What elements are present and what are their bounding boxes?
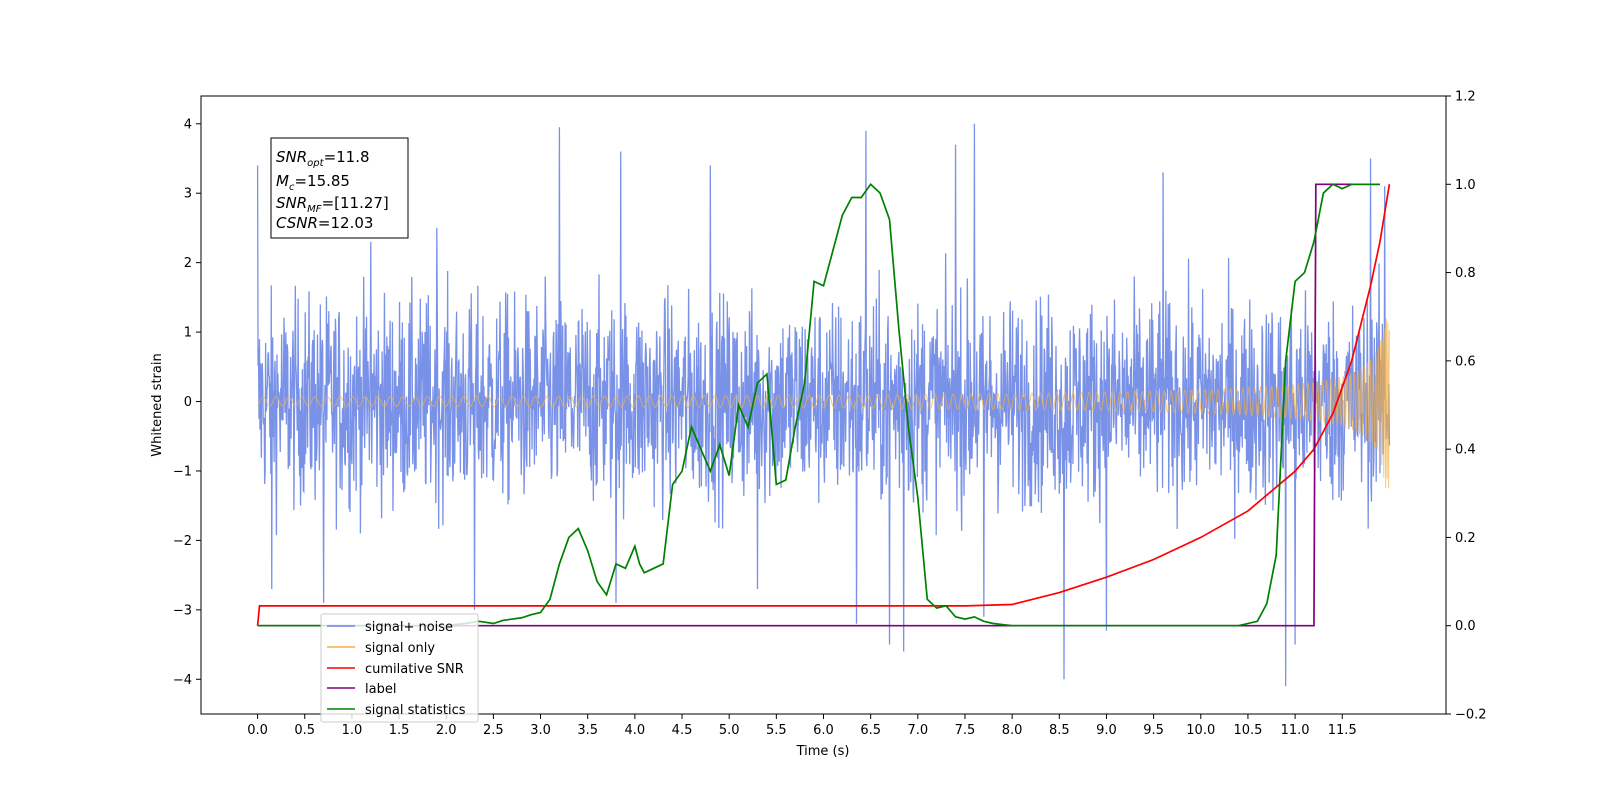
annotation-box: SNRopt=11.8 Mc=15.85 SNRMF=[11.27] CSNR=… [270,137,409,239]
x-tick-label: 8.0 [1002,723,1023,738]
x-tick-label: 6.0 [813,723,834,738]
series-label-line [257,183,1380,627]
y2-tick-label: 0.8 [1455,266,1476,281]
x-tick-label: 11.5 [1328,723,1357,738]
series-signal-noise-line [256,123,1391,687]
y2-tick-label: 1.0 [1455,178,1476,193]
y-tick-label: 1 [184,326,192,341]
right-y-axis: 1.2 1.0 0.8 0.6 0.4 0.2 0.0 −0.2 [1446,90,1487,723]
x-axis: 0.0 0.5 1.0 1.5 2.0 2.5 3.0 3.5 4.0 4.5 5.0 5.5 6.0 6… [247,714,1357,738]
y-tick-label: −4 [173,673,192,688]
x-tick-label: 0.0 [247,723,268,738]
left-y-axis: 4 3 2 1 0 −1 −2 −3 −4 [173,117,201,688]
legend-entry-cumulative-snr: cumilative SNR [327,662,464,677]
y2-tick-label: 0.6 [1455,354,1476,369]
series-cumulative-snr-line [256,184,1391,626]
x-tick-label: 10.0 [1186,723,1215,738]
legend-entry-signal-noise: signal+ noise [327,620,453,635]
x-tick-label: 9.5 [1143,723,1164,738]
annotation-mc: Mc=15.85 [276,172,350,193]
annotation-csnr: CSNR=12.03 [276,214,373,232]
series-signal-statistics-line [257,183,1380,627]
x-tick-label: 1.0 [342,723,363,738]
x-tick-label: 5.0 [719,723,740,738]
x-tick-label: 5.5 [766,723,787,738]
x-tick-label: 11.0 [1281,723,1310,738]
y-tick-label: 3 [184,187,192,202]
x-tick-label: 1.5 [389,723,410,738]
x-tick-label: 2.5 [483,723,504,738]
annotation-snr-mf: SNRMF=[11.27] [276,194,389,215]
y-tick-label: 2 [184,256,192,271]
y2-tick-label: 0.0 [1455,619,1476,634]
x-tick-label: 3.5 [577,723,598,738]
x-tick-label: 9.0 [1096,723,1117,738]
legend-label: cumilative SNR [365,662,464,677]
legend-entry-signal-only: signal only [327,641,435,656]
series-layer [256,123,1391,687]
y2-tick-label: 1.2 [1455,90,1476,105]
y-tick-label: −2 [173,534,192,549]
x-tick-label: 8.5 [1049,723,1070,738]
x-tick-label: 7.0 [907,723,928,738]
legend-label: label [365,682,396,697]
x-tick-label: 6.5 [860,723,881,738]
y2-tick-label: −0.2 [1455,708,1487,723]
x-tick-label: 4.5 [672,723,693,738]
legend-entry-label: label [327,682,396,697]
y2-tick-label: 0.4 [1455,443,1476,458]
legend-label: signal statistics [365,703,466,718]
annotation-snr-opt: SNRopt=11.8 [276,148,370,169]
x-axis-label: Time (s) [796,744,850,759]
series-signal-only-line [257,318,1390,489]
legend: signal+ noise signal only cumilative SNR… [320,613,479,723]
y-tick-label: −1 [173,464,192,479]
legend-entry-signal-statistics: signal statistics [327,703,466,718]
legend-label: signal+ noise [365,620,453,635]
y-tick-label: 4 [184,117,192,132]
x-tick-label: 4.0 [625,723,646,738]
x-tick-label: 10.5 [1233,723,1262,738]
y-tick-label: −3 [173,603,192,618]
x-tick-label: 3.0 [530,723,551,738]
x-tick-label: 7.5 [955,723,976,738]
x-tick-label: 0.5 [294,723,315,738]
x-tick-label: 2.0 [436,723,457,738]
y-axis-label: Whitened strain [150,353,165,456]
legend-frame [320,613,479,723]
y-tick-label: 0 [184,395,192,410]
y2-tick-label: 0.2 [1455,531,1476,546]
legend-label: signal only [365,641,435,656]
